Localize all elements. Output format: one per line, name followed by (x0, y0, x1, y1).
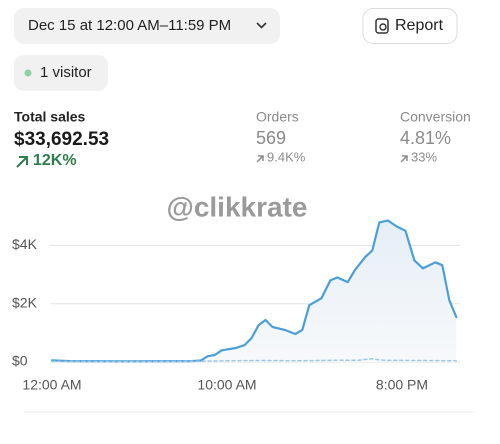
line (50, 219, 458, 363)
report-box[interactable] (362, 8, 458, 44)
report-icon-lens[interactable] (379, 23, 387, 31)
report-icon[interactable] (375, 18, 389, 34)
chevron[interactable] (256, 22, 267, 29)
area (52, 220, 457, 362)
visitor-count: 1 visitor (40, 64, 92, 81)
report-label[interactable]: Report (395, 17, 444, 34)
x-tick-label: 8:00 PM (376, 377, 428, 393)
metric-orders: Orders 569 9.4K% (256, 109, 306, 165)
up-arrow (256, 155, 264, 163)
chart: $0 $2K $4K 12:00 AM 10:00 AM 8:00 PM (12, 219, 460, 393)
date-range[interactable]: Dec 15 at 12:00 AM–11:59 PM (28, 17, 231, 34)
y-tick-label: $2K (12, 294, 38, 310)
live-dot (24, 69, 32, 77)
metric-change: 9.4K% (267, 149, 306, 164)
metric-label: Conversion (400, 109, 471, 125)
visitor-box (14, 55, 108, 91)
x-tick-label: 10:00 AM (197, 377, 256, 393)
metric-label: Total sales (14, 109, 86, 125)
metric-change: 33% (411, 149, 437, 164)
metric-change: 12K% (33, 152, 77, 169)
x-tick-label: 12:00 AM (22, 377, 81, 393)
date-picker[interactable]: Dec 15 at 12:00 AM–11:59 PM (14, 8, 280, 44)
y-tick-label: $0 (12, 353, 28, 369)
visitor-pill: 1 visitor (14, 55, 108, 91)
metric-conversion: Conversion 4.81% 33% (400, 109, 471, 165)
report-button[interactable]: Report (362, 8, 458, 44)
y-tick-label: $4K (12, 236, 38, 252)
metric-value: 569 (256, 128, 286, 148)
line (51, 358, 458, 363)
up-arrow (16, 156, 28, 168)
up-arrow (400, 155, 408, 163)
date-pill[interactable] (14, 8, 280, 44)
metric-value: $33,692.53 (14, 129, 109, 150)
metric-value: 4.81% (400, 128, 451, 148)
watermark: @clikkrate (167, 191, 308, 222)
metric-label: Orders (256, 109, 299, 125)
metric-total: Total sales $33,692.53 12K% (14, 109, 109, 170)
